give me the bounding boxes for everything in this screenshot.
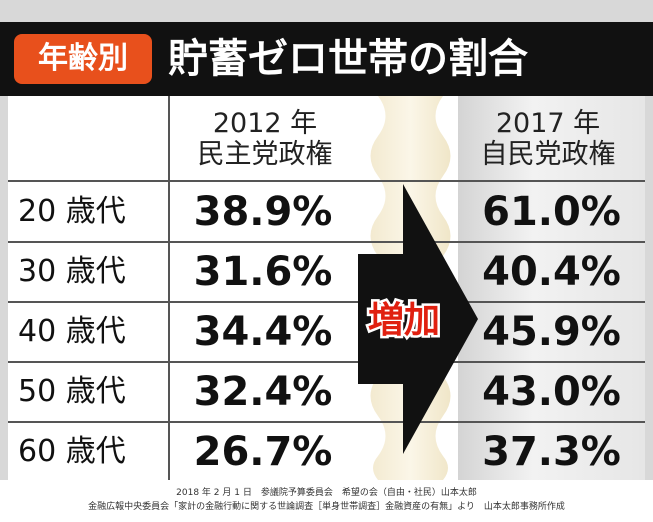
column-background [458, 96, 645, 480]
arrow-shape [358, 184, 478, 454]
arrow-label: 増加 [368, 300, 440, 341]
value-2012: 34.4% [193, 309, 333, 355]
row-label: 60 歳代 [18, 434, 126, 469]
badge: 年齢別 [14, 34, 152, 84]
value-2012: 32.4% [193, 369, 333, 415]
row-divider [8, 180, 645, 182]
value-2012: 38.9% [193, 189, 333, 235]
row-divider [8, 241, 645, 243]
table: 2012 年 民主党政権 2017 年 自民党政権 20 歳代 38.9% 61.0… [8, 96, 645, 480]
header-government: 民主党政権 [197, 139, 333, 170]
row-label: 50 歳代 [18, 374, 126, 409]
row-label: 40 歳代 [18, 314, 126, 349]
value-2017: 43.0% [482, 369, 621, 415]
row-divider [8, 301, 645, 303]
footer: 2018 年 2 月 1 日 参議院予算委員会 希望の会（自由・社民）山本太郎 … [0, 480, 653, 522]
row-divider [8, 361, 645, 363]
row-divider [8, 421, 645, 423]
increase-arrow: 増加 [358, 184, 478, 454]
header-year: 2017 年 [495, 108, 601, 139]
value-2012: 31.6% [193, 249, 333, 295]
source-line: 金融広報中央委員会「家計の金融行動に関する世論調査［単身世帯調査］金融資産の有無… [88, 502, 565, 512]
column-divider [168, 96, 170, 480]
title: 貯蓄ゼロ世帯の割合 [168, 36, 528, 82]
source-line: 2018 年 2 月 1 日 参議院予算委員会 希望の会（自由・社民）山本太郎 [176, 488, 477, 498]
column-header: 2012 年 民主党政権 [170, 108, 360, 170]
header-government: 自民党政権 [480, 139, 616, 170]
row-label: 20 歳代 [18, 194, 126, 229]
value-2017: 37.3% [482, 429, 621, 475]
header-year: 2012 年 [212, 108, 318, 139]
value-2017: 61.0% [482, 189, 621, 235]
value-2017: 45.9% [482, 309, 621, 355]
value-2017: 40.4% [482, 249, 621, 295]
row-label: 30 歳代 [18, 254, 126, 289]
value-2012: 26.7% [193, 429, 333, 475]
column-header: 2017 年 自民党政権 [453, 108, 643, 170]
